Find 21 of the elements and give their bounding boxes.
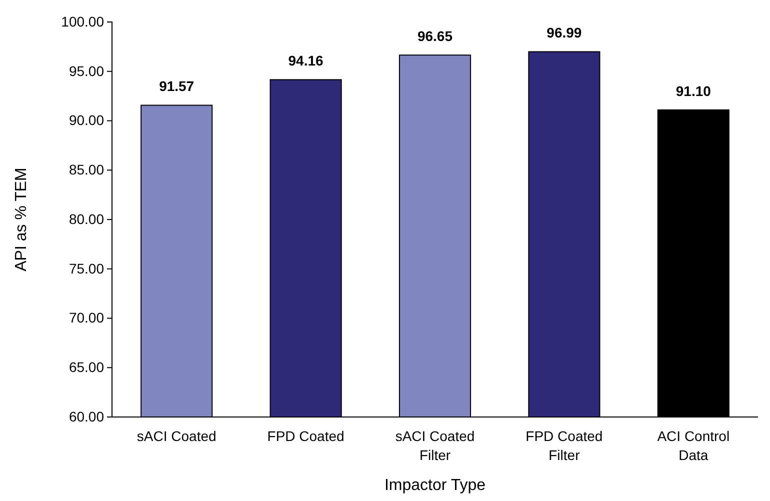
- data-label: 91.57: [159, 78, 194, 94]
- y-tick-label: 85.00: [68, 162, 104, 178]
- y-tick-label: 70.00: [68, 310, 104, 326]
- x-tick-label: sACI Coated: [136, 428, 216, 444]
- data-label: 94.16: [288, 52, 324, 69]
- data-label: 91.10: [676, 82, 712, 99]
- y-tick-label: 80.00: [68, 210, 104, 227]
- y-tick-label: 95.00: [68, 62, 104, 79]
- x-axis-title: Impactor Type: [384, 477, 486, 494]
- x-tick-label: FPD Coated Filter: [526, 428, 603, 463]
- y-tick-label: 60.00: [68, 408, 104, 424]
- x-tick-label: FPD Coated: [267, 428, 344, 444]
- y-axis-title: API as % TEM: [13, 168, 30, 272]
- y-tick-label: 75.00: [68, 260, 104, 276]
- x-tick-label: ACI Control Data: [657, 428, 730, 463]
- y-tick-label: 90.00: [68, 112, 104, 128]
- data-label: 96.65: [417, 28, 453, 44]
- x-tick-label: sACI Coated Filter: [395, 428, 475, 463]
- y-tick-label: 65.00: [68, 359, 104, 376]
- y-tick-label: 100.00: [61, 13, 104, 30]
- data-label: 96.99: [546, 24, 582, 41]
